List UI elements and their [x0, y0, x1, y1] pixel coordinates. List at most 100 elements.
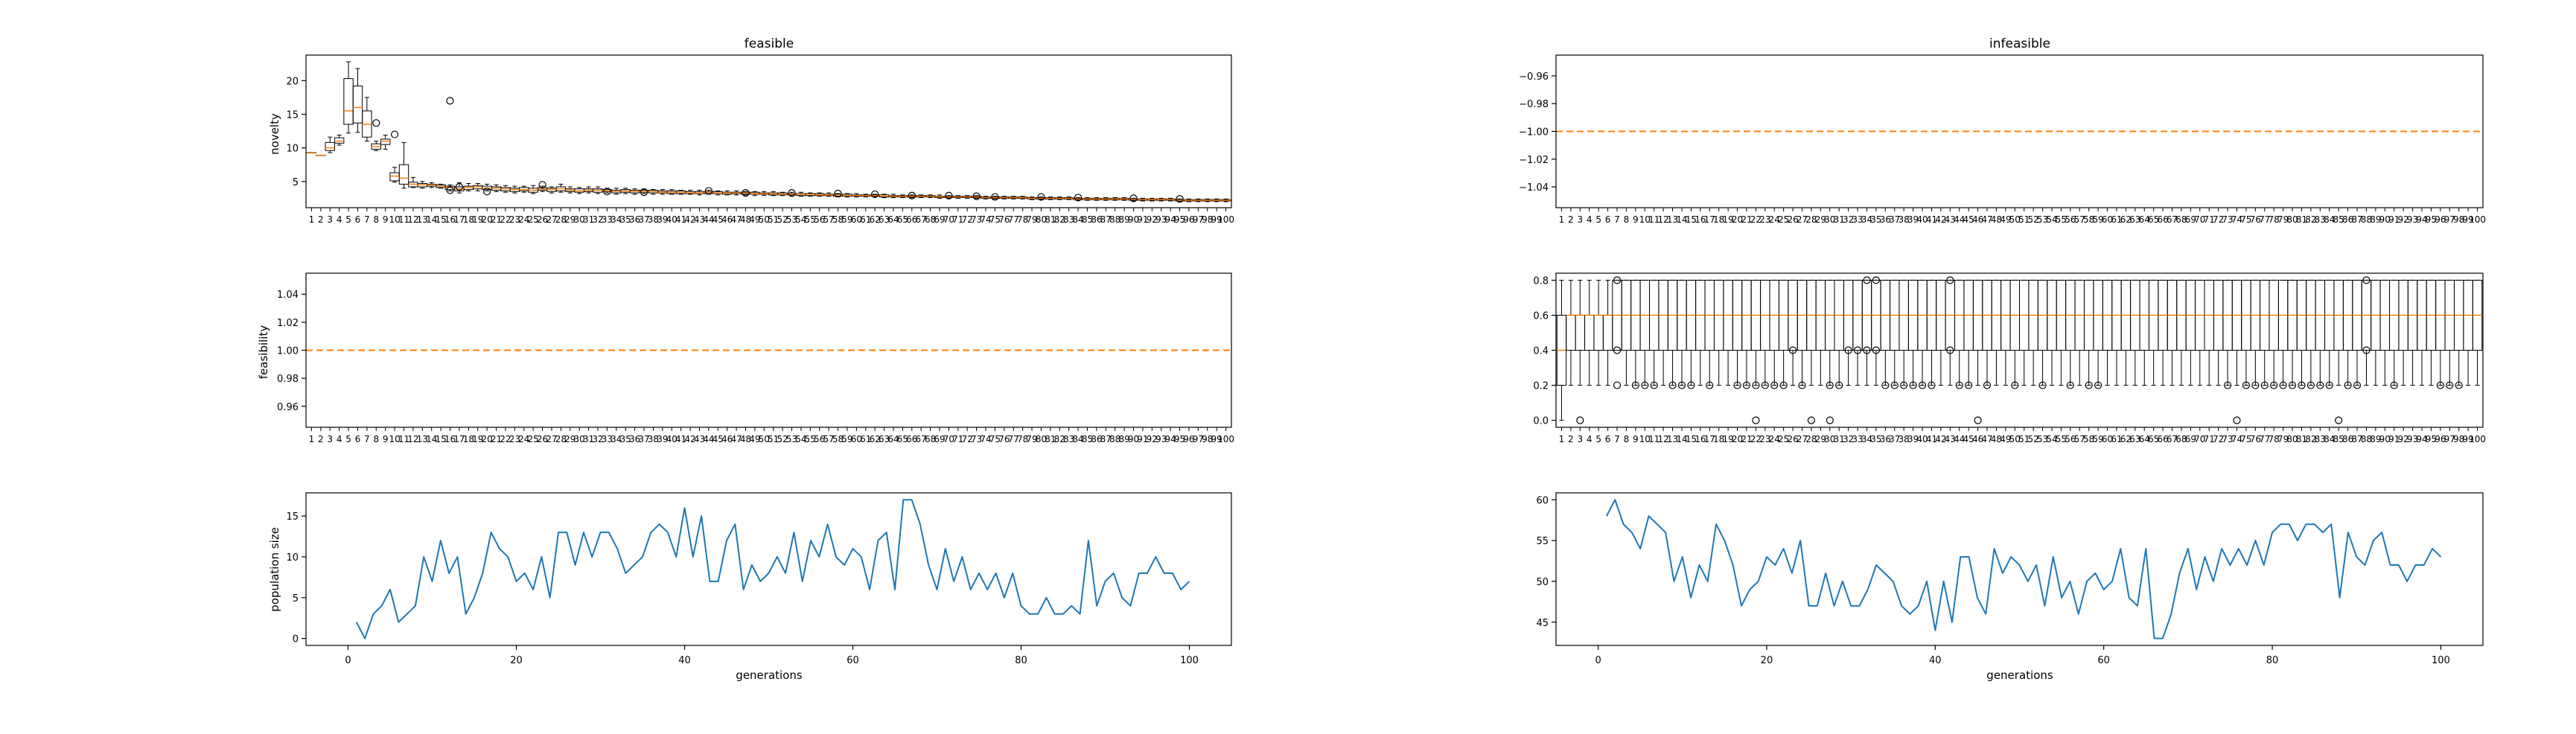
- xtick-label: 60: [851, 214, 862, 225]
- xtick-label: 43: [1945, 434, 1956, 444]
- ytick-label: 5: [293, 177, 299, 188]
- xtick-label: 99: [1211, 214, 1222, 225]
- outlier-point: [1613, 276, 1622, 284]
- xtick-label: 63: [879, 434, 890, 444]
- outlier-point: [1965, 381, 1973, 389]
- xtick-label: 29: [1815, 434, 1826, 444]
- xtick-label: 92: [1147, 434, 1158, 444]
- outlier-point: [1826, 381, 1834, 389]
- box-gen-15: [1686, 279, 1697, 386]
- xtick-label: 48: [1991, 214, 2002, 225]
- outlier-point: [2085, 381, 2093, 389]
- box-gen-58: [2083, 279, 2094, 386]
- outlier-point: [2335, 416, 2343, 424]
- xtick-label: 64: [2139, 214, 2150, 225]
- xtick-label: 57: [2074, 214, 2085, 225]
- xtick-label: 84: [2324, 434, 2335, 444]
- xtick-label: 18: [463, 214, 474, 225]
- xtick-label: 32: [1843, 434, 1854, 444]
- box-gen-85: [1082, 197, 1093, 201]
- xtick-label: 13: [417, 214, 428, 225]
- box-gen-47: [731, 190, 742, 196]
- xtick-label: 88: [1109, 434, 1120, 444]
- box-iqr: [1566, 314, 1576, 351]
- xtick-label: 51: [768, 214, 779, 225]
- box-gen-74: [2231, 279, 2242, 386]
- box-gen-92: [1147, 197, 1158, 202]
- box-gen-96: [1184, 198, 1194, 202]
- box-gen-6: [1602, 279, 1613, 386]
- xtick-label: 86: [2342, 214, 2353, 225]
- xtick-label: 88: [1109, 214, 1120, 225]
- box-gen-32: [593, 186, 603, 194]
- box-gen-46: [1972, 279, 1983, 386]
- xtick-label: 54: [2046, 214, 2057, 225]
- xtick-label: 7: [1614, 434, 1620, 444]
- xtick-label: 41: [1926, 434, 1937, 444]
- xtick-label: 80: [1036, 214, 1047, 225]
- outlier-point: [1752, 416, 1760, 424]
- xtick-label: 56: [814, 214, 825, 225]
- xtick-label: 55: [2056, 214, 2067, 225]
- ytick-label: 0.0: [1533, 416, 1549, 427]
- outlier-point: [1733, 381, 1741, 389]
- box-gen-7: [362, 97, 372, 142]
- box-gen-23: [1760, 279, 1770, 386]
- outlier-point: [1752, 381, 1760, 389]
- box-gen-86: [1091, 197, 1102, 201]
- xtick-label: 89: [1118, 434, 1129, 444]
- xtick-label: 67: [2167, 214, 2178, 225]
- xtick-label: 58: [2083, 214, 2094, 225]
- xtick-label: 97: [1193, 214, 1204, 225]
- xtick-label: 4: [1587, 434, 1593, 444]
- xtick-label: 17: [1704, 434, 1715, 444]
- box-gen-25: [528, 185, 538, 194]
- xtick-label: 35: [1870, 434, 1881, 444]
- xtick-label: 81: [1045, 434, 1056, 444]
- axes-frame: [305, 492, 1232, 646]
- outlier-point: [1974, 416, 1982, 424]
- box-iqr: [1602, 314, 1613, 351]
- xtick-label: 64: [887, 214, 899, 225]
- box-gen-65: [2148, 279, 2159, 386]
- outlier-point: [972, 192, 981, 200]
- box-gen-94: [1165, 197, 1176, 202]
- xtick-label: 46: [1972, 214, 1983, 225]
- outlier-point: [2446, 381, 2454, 389]
- xtick-label: 55: [2056, 434, 2067, 444]
- xtick-label: 80: [1036, 434, 1047, 444]
- xtick-label: 31: [1834, 434, 1845, 444]
- outlier-point: [2094, 381, 2102, 389]
- outlier-point: [1761, 381, 1769, 389]
- xtick-label: 19: [1722, 434, 1733, 444]
- xtick-label: 32: [592, 214, 603, 225]
- xtick-label: 27: [546, 214, 557, 225]
- xtick-label: 71: [2204, 434, 2215, 444]
- box-gen-48: [1991, 279, 2002, 386]
- xtick-label: 9: [1633, 214, 1639, 225]
- box-gen-91: [1138, 197, 1148, 202]
- xtick-label: 10: [389, 434, 400, 444]
- xtick-label: 76: [2250, 214, 2261, 225]
- xtick-label: 29: [564, 434, 576, 444]
- xtick-label: 38: [648, 214, 659, 225]
- box-gen-91: [2389, 279, 2400, 386]
- xtick-label: 87: [1100, 434, 1112, 444]
- box-gen-4: [1584, 279, 1595, 386]
- ylabel-population-size: population size: [268, 527, 281, 612]
- box-gen-64: [2139, 279, 2149, 386]
- box-gen-23: [509, 185, 520, 194]
- xtick-label: 26: [1787, 214, 1798, 225]
- xtick-label: 8: [373, 214, 379, 225]
- box-gen-86: [2342, 279, 2353, 386]
- box-gen-59: [2093, 279, 2103, 386]
- box-gen-30: [574, 187, 584, 194]
- xtick-label: 33: [602, 214, 613, 225]
- xtick-label: 46: [721, 434, 733, 444]
- xtick-label: 70: [943, 434, 954, 444]
- outlier-point: [1037, 193, 1045, 201]
- xtick-label: 20: [1761, 655, 1773, 666]
- xtick-label: 32: [592, 434, 603, 444]
- xtick-label: 61: [860, 214, 871, 225]
- xtick-label: 31: [583, 214, 594, 225]
